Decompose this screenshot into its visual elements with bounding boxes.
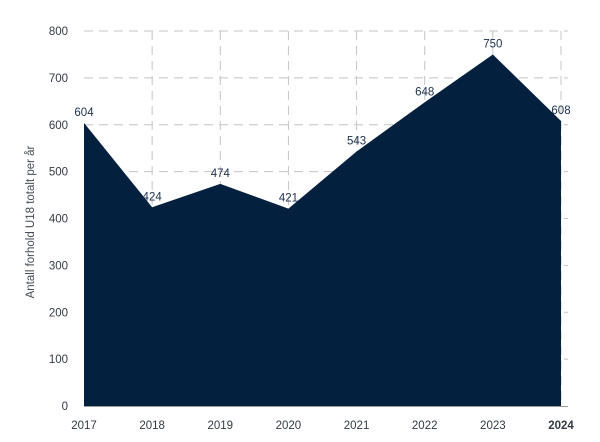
x-tick-label: 2020 bbox=[276, 420, 302, 432]
y-axis-ticks: 0 100 200 300 400 500 600 700 800 bbox=[49, 26, 68, 413]
x-tick-label: 2023 bbox=[480, 420, 506, 432]
data-label: 604 bbox=[74, 107, 94, 119]
y-tick-label: 300 bbox=[49, 260, 68, 272]
y-axis-label: Antall forhold U18 totalt per år bbox=[25, 145, 37, 298]
y-tick-label: 700 bbox=[49, 73, 68, 85]
data-label: 474 bbox=[211, 168, 231, 180]
x-axis-ticks: 2017 2018 2019 2020 2021 2022 2023 2024 bbox=[71, 420, 574, 432]
x-tick-label: 2018 bbox=[139, 420, 165, 432]
x-tick-label: 2017 bbox=[71, 420, 97, 432]
area-series bbox=[84, 54, 561, 406]
y-tick-label: 500 bbox=[49, 167, 68, 179]
y-tick-label: 800 bbox=[49, 26, 68, 38]
data-label: 608 bbox=[551, 105, 570, 117]
data-labels: 604 424 474 421 543 648 750 608 bbox=[74, 38, 570, 204]
data-label: 648 bbox=[415, 86, 434, 98]
x-tick-label: 2022 bbox=[412, 420, 438, 432]
y-tick-label: 0 bbox=[62, 401, 68, 413]
data-label: 421 bbox=[279, 193, 298, 205]
x-tick-label: 2024 bbox=[548, 420, 574, 432]
y-tick-label: 600 bbox=[49, 120, 68, 132]
y-tick-label: 400 bbox=[49, 214, 68, 226]
y-tick-label: 100 bbox=[49, 354, 68, 366]
data-label: 543 bbox=[347, 135, 366, 147]
x-tick-label: 2019 bbox=[207, 420, 233, 432]
data-label: 750 bbox=[483, 38, 502, 50]
y-tick-label: 200 bbox=[49, 307, 68, 319]
area-layer bbox=[84, 54, 561, 406]
x-tick-label: 2021 bbox=[344, 420, 370, 432]
data-label: 424 bbox=[143, 191, 163, 203]
